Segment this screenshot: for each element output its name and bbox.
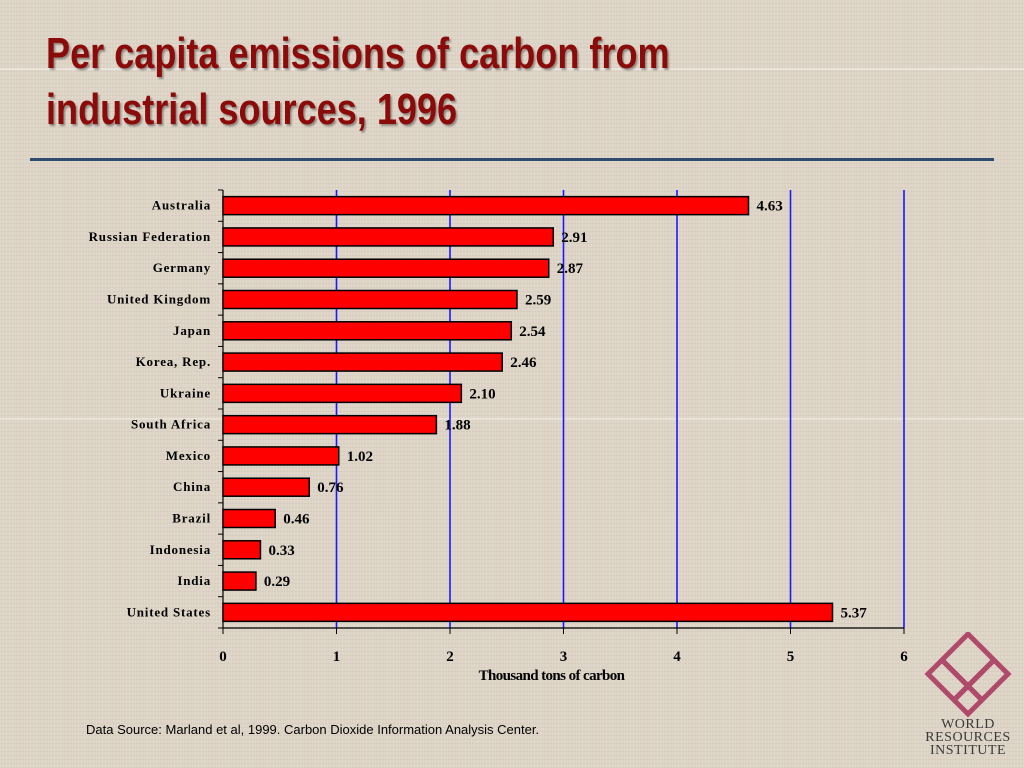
value-label: 5.37 xyxy=(840,605,867,621)
logo-line-3: INSTITUTE xyxy=(929,743,1007,758)
value-label: 2.10 xyxy=(469,386,495,402)
x-tick-label: 0 xyxy=(219,649,227,665)
title-divider xyxy=(30,158,994,161)
value-label: 2.46 xyxy=(510,355,537,371)
x-tick-label: 1 xyxy=(333,649,341,665)
bar xyxy=(222,258,550,278)
category-label: United States xyxy=(127,604,211,619)
value-label: 2.54 xyxy=(519,324,546,340)
bar xyxy=(222,227,555,247)
bar xyxy=(222,383,463,404)
x-axis-title: Thousand tons of carbon xyxy=(479,668,626,684)
bar xyxy=(222,195,750,216)
category-label: Russian Federation xyxy=(89,229,211,244)
category-label: Mexico xyxy=(166,448,211,463)
slide-title: Per capita emissions of carbon from indu… xyxy=(46,26,817,138)
value-label: 2.91 xyxy=(561,230,587,246)
bar xyxy=(222,508,276,529)
category-label: Korea, Rep. xyxy=(136,354,211,369)
value-label: 0.33 xyxy=(268,543,294,559)
bar xyxy=(222,540,262,560)
wri-logo-icon xyxy=(924,632,1012,718)
category-label: Germany xyxy=(153,260,211,275)
bar xyxy=(222,321,513,341)
category-label: Australia xyxy=(152,198,211,213)
title-line-1: Per capita emissions of carbon from xyxy=(46,29,670,78)
category-label: Indonesia xyxy=(150,542,211,557)
category-label: United Kingdom xyxy=(107,292,211,307)
category-label: India xyxy=(177,573,211,588)
bar xyxy=(222,446,340,466)
bar xyxy=(222,477,311,497)
logo-line-1: WORLD xyxy=(941,717,995,732)
bar xyxy=(222,571,257,591)
bar xyxy=(222,289,518,310)
category-label: Brazil xyxy=(172,511,211,526)
title-line-2: industrial sources, 1996 xyxy=(46,85,458,134)
value-label: 1.02 xyxy=(347,449,373,465)
x-tick-label: 5 xyxy=(787,649,795,665)
value-label: 1.88 xyxy=(444,418,470,434)
value-label: 4.63 xyxy=(757,199,783,215)
value-label: 0.29 xyxy=(264,574,290,590)
value-label: 0.76 xyxy=(317,480,344,496)
bar xyxy=(222,602,834,623)
x-tick-label: 4 xyxy=(673,649,681,665)
x-tick-label: 2 xyxy=(446,649,454,665)
logo-diamond xyxy=(924,632,1012,718)
value-label: 0.46 xyxy=(283,512,310,528)
wri-logo-text: WORLD RESOURCES INSTITUTE xyxy=(916,717,1020,758)
bar xyxy=(222,414,438,435)
category-label: Japan xyxy=(173,323,211,338)
category-label: South Africa xyxy=(131,417,211,432)
category-label: China xyxy=(173,479,211,494)
logo-line-2: RESOURCES xyxy=(925,730,1011,745)
value-label: 2.59 xyxy=(525,293,551,309)
bar xyxy=(222,352,503,372)
value-label: 2.87 xyxy=(557,261,584,277)
x-tick-label: 6 xyxy=(900,649,908,665)
x-tick-label: 3 xyxy=(560,649,568,665)
data-source-note: Data Source: Marland et al, 1999. Carbon… xyxy=(86,722,540,737)
category-label: Ukraine xyxy=(160,385,211,400)
